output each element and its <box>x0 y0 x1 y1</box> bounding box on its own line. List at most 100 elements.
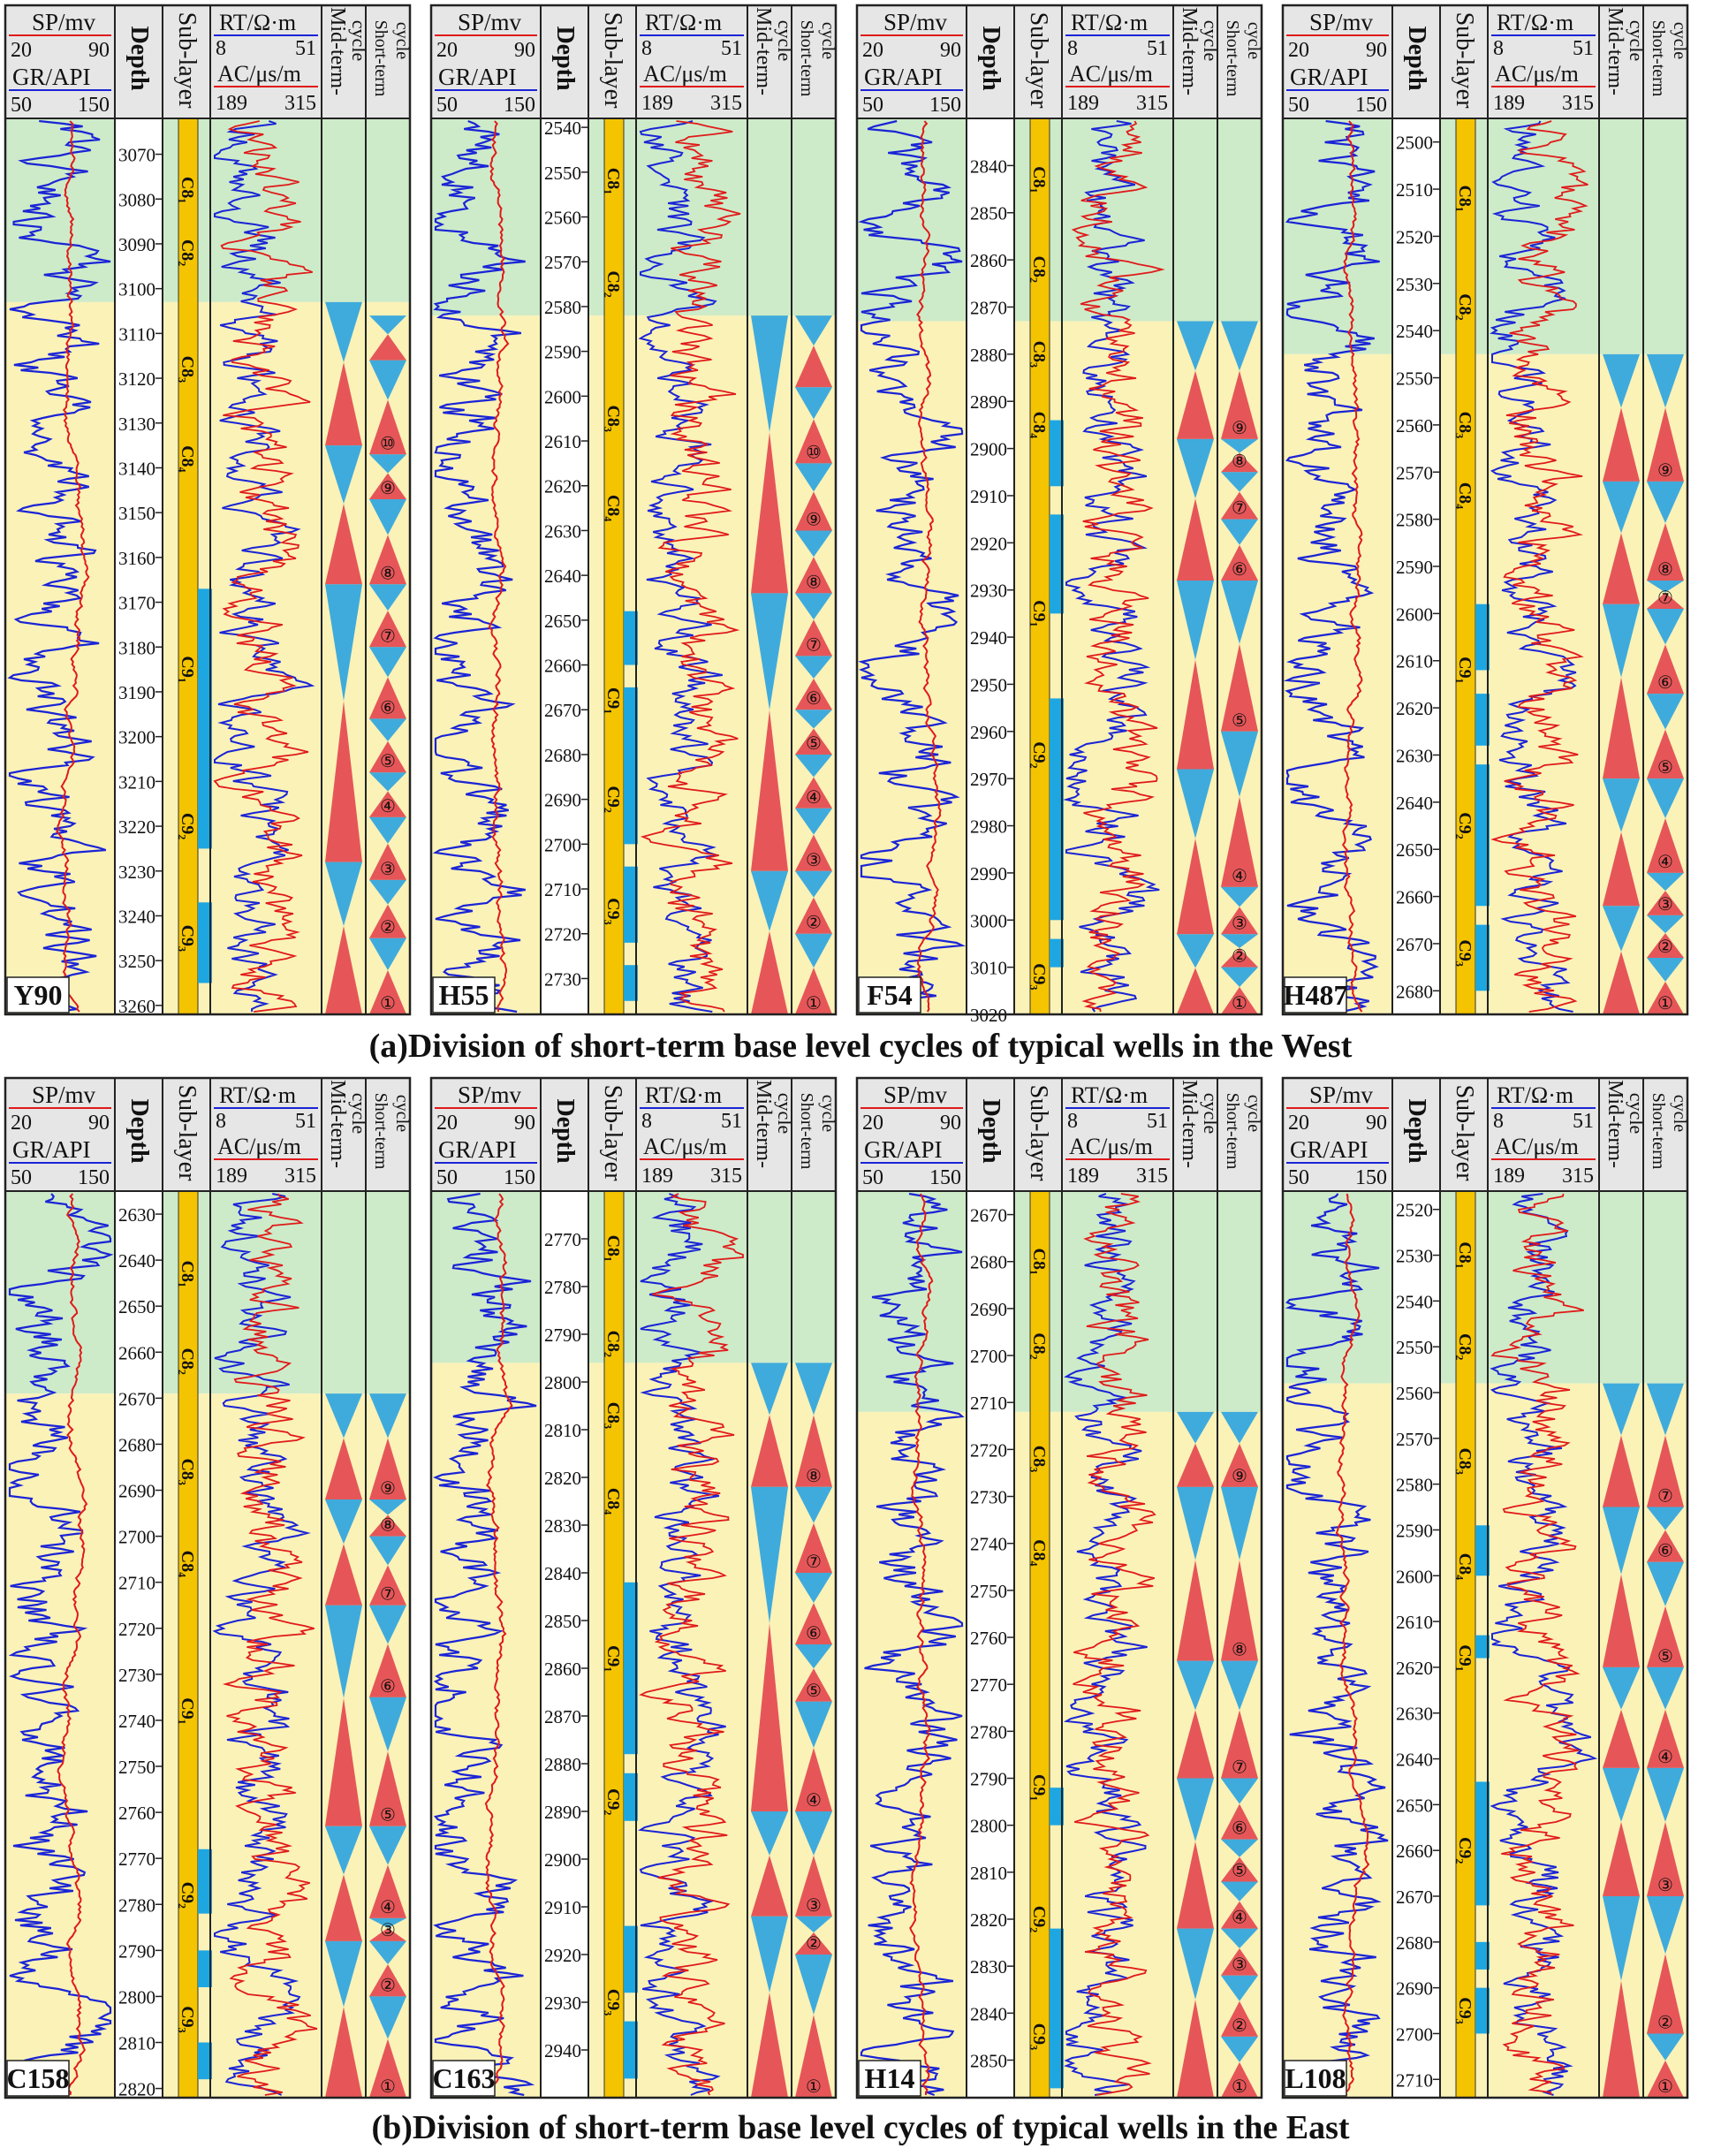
short-term-cycle-fall <box>1221 452 1258 473</box>
short-term-cycle-rise <box>795 656 832 679</box>
short-term-cycle-rise <box>1221 1660 1258 1711</box>
mid-term-cycle-rise <box>751 1811 788 1856</box>
depth-tick-label: 2500 <box>1396 133 1433 154</box>
depth-tick-label: 3080 <box>118 189 155 210</box>
short-term-cycle-fall <box>795 1522 832 1573</box>
mid-term-cycle-fall <box>325 1874 362 1941</box>
depth-tick-label: 2820 <box>118 2079 155 2100</box>
sublayer-bar <box>1455 118 1476 1015</box>
depth-column <box>115 1191 163 2098</box>
rt-min-label: 8 <box>1067 1110 1078 1133</box>
cycle-number-label: ⑧ <box>1232 1641 1247 1660</box>
mid-term-cycle-rise <box>325 1393 362 1439</box>
depth-tick-label: 2850 <box>970 203 1007 224</box>
caption-east: (b)Division of short-term base level cyc… <box>371 2109 1350 2146</box>
depth-tick-label: 2810 <box>544 1420 581 1441</box>
ac-max-label: 315 <box>284 1165 316 1188</box>
cycle-number-label: ⑧ <box>380 564 396 583</box>
gr-max-label: 150 <box>78 1166 110 1189</box>
short-term-cycle-fall <box>369 1927 406 1941</box>
short-term-cycle-rise <box>795 593 832 620</box>
cycle-number-label: ⑤ <box>806 734 822 754</box>
depth-tick-label: 2580 <box>1396 1475 1433 1496</box>
sublayer-label-1: C8₂ <box>603 270 623 297</box>
sublayer-label-4: C9₁ <box>1029 1774 1049 1801</box>
short-term-cycle-rise <box>369 454 406 474</box>
short-term-cycle-fall <box>1647 729 1684 779</box>
mid-term-cycle-rise <box>325 301 362 363</box>
gr-curve <box>858 119 967 1013</box>
short-term-cycle-fall <box>369 677 406 719</box>
sublayer-label-4: C9₁ <box>178 656 197 682</box>
mid-term-header-1: Mid-term- <box>1603 1080 1626 1168</box>
rt-min-label: 8 <box>641 1110 652 1133</box>
depth-tick-label: 2570 <box>544 252 581 273</box>
gr-curve <box>860 1192 965 2097</box>
mid-term-cycle-rise <box>751 1486 788 1624</box>
mid-term-cycle-rise <box>1177 581 1214 660</box>
sand-body <box>1050 1928 1064 2089</box>
short-term-header-1: Short-term <box>797 1093 816 1170</box>
short-term-cycle-fall <box>795 345 832 388</box>
mid-term-cycle-fall <box>1177 498 1214 581</box>
mid-term-header-2: cycle <box>774 1093 796 1134</box>
cycle-number-label: ⑦ <box>1232 1758 1247 1778</box>
short-term-cycle-rise <box>1221 472 1258 492</box>
sp-max-label: 90 <box>940 1112 961 1135</box>
depth-tick-label: 2980 <box>970 816 1007 838</box>
ac-curve-label: AC/μs/m <box>217 61 301 87</box>
short-term-header-1: Short-term <box>1223 1093 1242 1170</box>
short-term-cycle-fall <box>795 968 832 1014</box>
gr-max-label: 150 <box>504 1166 535 1189</box>
ac-curve <box>639 1193 744 2096</box>
header-bg <box>857 1078 1262 1191</box>
short-term-cycle-fall <box>1221 1560 1258 1661</box>
depth-tick-label: 2940 <box>970 627 1007 649</box>
mid-term-cycle-fall <box>1603 1980 1640 2098</box>
sp-max-label: 90 <box>514 39 535 62</box>
cycle-number-label: ③ <box>1232 1955 1247 1975</box>
mid-term-header-1: Mid-term- <box>1178 1080 1201 1168</box>
mid-term-cycle-rise <box>325 445 362 505</box>
sublayer-label-3: C8₄ <box>178 1551 197 1577</box>
cycle-number-label: ⑩ <box>380 434 396 453</box>
mid-term-cycle-fall <box>751 930 788 1014</box>
depth-tick-label: 2570 <box>1396 1429 1433 1450</box>
header-bg <box>431 5 836 118</box>
sp-curve <box>909 1193 934 2095</box>
sand-body <box>624 965 638 1001</box>
depth-tick-label: 2750 <box>970 1581 1007 1602</box>
depth-tick-label: 2750 <box>118 1757 155 1778</box>
depth-tick-label: 2930 <box>544 1993 581 2014</box>
short-term-header-1: Short-term <box>1649 1093 1668 1170</box>
short-term-header-2: cycle <box>1670 1095 1689 1132</box>
rt-min-label: 8 <box>216 1110 226 1133</box>
sp-curve <box>484 1193 513 2095</box>
short-term-cycle-fall <box>795 1603 832 1644</box>
cycle-number-label: ③ <box>806 851 822 870</box>
ac-min-label: 189 <box>1067 92 1099 115</box>
cycle-number-label: ⑤ <box>1657 758 1673 778</box>
well-name-box <box>858 2060 921 2097</box>
depth-tick-label: 2650 <box>1396 1795 1433 1816</box>
ac-curve <box>1073 1193 1156 2096</box>
depth-tick-label: 2680 <box>970 1252 1007 1273</box>
mid-term-cycle-fall <box>1177 968 1214 1014</box>
sand-body <box>1050 1788 1064 1826</box>
cycle-number-label: ③ <box>806 1896 822 1916</box>
mid-term-cycle-rise <box>325 1826 362 1875</box>
depth-tick-label: 2630 <box>118 1204 155 1226</box>
short-term-cycle-fall <box>795 619 832 657</box>
well-name-box <box>6 2060 70 2097</box>
short-term-header-2: cycle <box>1244 1095 1263 1132</box>
short-term-cycle-rise <box>1221 1881 1258 1902</box>
short-term-cycle-rise <box>795 1811 832 1856</box>
depth-column <box>541 1191 588 2098</box>
short-term-header-1: Short-term <box>1649 20 1668 97</box>
sand-body <box>624 1925 638 1993</box>
sand-body <box>624 687 638 845</box>
ac-curve-label: AC/μs/m <box>217 1134 301 1159</box>
depth-tick-label: 3130 <box>118 414 155 435</box>
short-term-cycle-fall <box>1647 1954 1684 2034</box>
